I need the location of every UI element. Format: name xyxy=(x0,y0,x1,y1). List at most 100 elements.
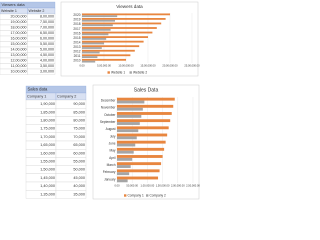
legend-label: Company 1 xyxy=(128,193,145,197)
cell-value: 55,000 xyxy=(73,160,85,164)
bar xyxy=(82,13,170,16)
table-title: Viewers data xyxy=(2,2,26,7)
cell-value: 1,75,000 xyxy=(40,127,55,131)
y-tick-label: 2011 xyxy=(74,54,81,58)
bar xyxy=(82,42,104,45)
cell-value: 90,000 xyxy=(73,102,85,106)
column-header: Website 2 xyxy=(29,9,45,13)
y-tick-label: January xyxy=(104,177,116,181)
y-tick-label: June xyxy=(109,141,116,145)
cell-value: 50,000 xyxy=(73,168,85,172)
x-tick-label: 1,00,000.00 xyxy=(141,184,155,188)
x-tick-label: 50,000.00 xyxy=(126,184,138,188)
bar xyxy=(117,157,133,161)
x-tick-label: 5,00,000.00 xyxy=(97,64,111,68)
y-tick-label: 2019 xyxy=(73,18,80,22)
cell-value: 14,00,000 xyxy=(11,48,27,52)
y-tick-label: October xyxy=(104,113,116,117)
bar xyxy=(117,176,159,180)
cell-value: 1,70,000 xyxy=(40,135,55,139)
bar xyxy=(82,33,109,36)
cell-value: 75,000 xyxy=(73,127,85,131)
cell-value: 1,60,000 xyxy=(40,151,55,155)
cell-value: 3,50,000 xyxy=(40,64,54,68)
bar xyxy=(82,22,162,25)
x-tick-label: 0.00 xyxy=(114,184,120,188)
y-tick-label: July xyxy=(110,134,116,138)
cell-value: 6,00,000 xyxy=(40,37,54,41)
cell-value: 40,000 xyxy=(73,184,85,188)
y-tick-label: 2012 xyxy=(73,49,80,53)
spreadsheet: Viewers data Website 1 Website 220,00,000 8… xyxy=(0,0,200,200)
bar xyxy=(82,45,140,48)
cell-value: 45,000 xyxy=(73,176,85,180)
cell-value: 1,40,000 xyxy=(40,184,55,188)
cell[interactable] xyxy=(27,68,56,75)
y-tick-label: 2018 xyxy=(73,22,80,26)
cell-value: 4,50,000 xyxy=(40,53,54,57)
bar xyxy=(117,133,168,137)
cell-value: 65,000 xyxy=(73,143,85,147)
bar xyxy=(117,179,128,183)
bar xyxy=(82,51,100,54)
y-tick-label: April xyxy=(109,156,116,160)
bar xyxy=(117,114,142,118)
y-tick-label: 2020 xyxy=(73,13,80,17)
y-tick-label: August xyxy=(106,127,116,131)
cell-value: 20,00,000 xyxy=(11,15,27,19)
cell-value: 16,00,000 xyxy=(11,37,27,41)
chart-title: Viewers data xyxy=(116,4,143,9)
cell-value: 8,00,000 xyxy=(40,15,54,19)
cell-value: 15,00,000 xyxy=(11,42,27,46)
cell[interactable] xyxy=(55,190,87,199)
y-tick-label: 2010 xyxy=(73,59,80,63)
y-tick-label: 2014 xyxy=(73,40,80,44)
x-tick-label: 25,00,000.00 xyxy=(184,64,200,68)
column-header: Website 1 xyxy=(1,9,17,13)
bar xyxy=(82,58,126,61)
bar xyxy=(117,100,145,104)
cell-value: 7,00,000 xyxy=(40,26,54,30)
cell-value: 1,35,000 xyxy=(40,192,55,196)
cell-value: 11,00,000 xyxy=(11,64,27,68)
cell-value: 60,000 xyxy=(73,151,85,155)
y-tick-label: September xyxy=(100,120,117,124)
bar xyxy=(82,54,131,57)
cell-value: 1,80,000 xyxy=(40,119,55,123)
bar xyxy=(82,38,107,40)
bar xyxy=(82,28,111,31)
bar xyxy=(117,150,134,154)
cell-value: 18,00,000 xyxy=(11,26,27,30)
bar xyxy=(117,107,143,111)
column-header: Company 2 xyxy=(57,95,76,99)
x-tick-label: 15,00,000.00 xyxy=(140,64,156,68)
cell-value: 7,50,000 xyxy=(40,20,54,24)
bar xyxy=(82,49,135,52)
bar xyxy=(82,56,98,58)
bar xyxy=(117,147,165,151)
cell-value: 85,000 xyxy=(73,110,85,114)
bar xyxy=(117,126,169,130)
cell-value: 10,00,000 xyxy=(11,70,27,74)
legend-label: Company 2 xyxy=(150,193,167,197)
bar xyxy=(117,165,131,168)
bar xyxy=(117,97,175,101)
bar xyxy=(117,104,174,108)
cell-value: 1,55,000 xyxy=(40,160,55,164)
chart-title: Sales Data xyxy=(134,87,159,93)
y-tick-label: 2017 xyxy=(73,27,80,31)
bar xyxy=(117,136,137,140)
bar xyxy=(117,155,163,158)
legend-swatch xyxy=(146,194,149,197)
bar xyxy=(82,36,148,38)
x-tick-label: 2,50,000.00 xyxy=(186,184,200,188)
y-tick-label: 2013 xyxy=(73,45,80,49)
bar xyxy=(117,172,130,176)
bar xyxy=(117,169,160,173)
cell-value: 70,000 xyxy=(73,135,85,139)
cell-value: 12,00,000 xyxy=(11,59,27,63)
cell-value: 6,50,000 xyxy=(40,31,54,35)
cell-value: 5,00,000 xyxy=(40,48,54,52)
y-tick-label: November xyxy=(101,106,117,110)
y-tick-label: December xyxy=(101,98,117,102)
